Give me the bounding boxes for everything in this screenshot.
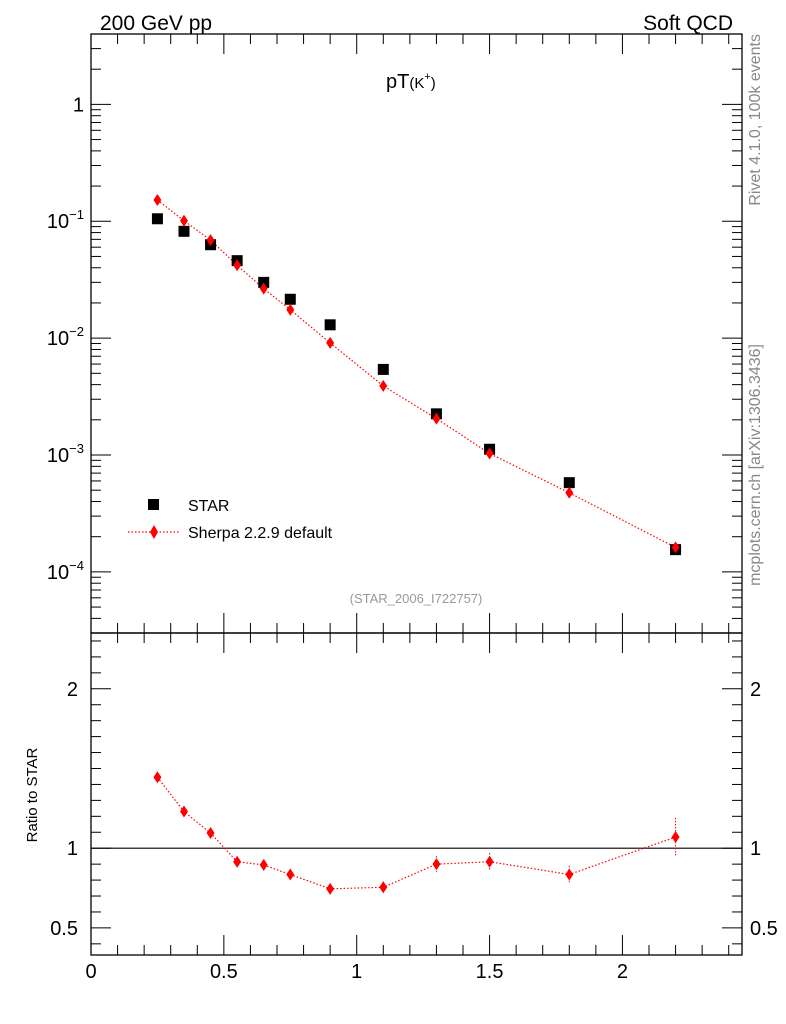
mc-line — [157, 199, 676, 548]
ratio-mc-markers — [153, 771, 680, 895]
star-point — [324, 319, 336, 331]
star-point — [151, 213, 163, 225]
main-ytick-label: 10−4 — [47, 558, 84, 584]
main-ytick-label: 1 — [73, 94, 84, 116]
ratio-ytick-label-right: 2 — [750, 679, 761, 701]
ratio-ytick-label-right: 1 — [750, 838, 761, 860]
legend-star-label: STAR — [188, 498, 229, 515]
legend-star-marker — [148, 499, 159, 510]
star-point — [258, 276, 270, 288]
mc-point — [180, 214, 188, 227]
star-point — [377, 363, 389, 375]
main-y-labels: 1 10−1 10−2 10−3 10−4 — [47, 94, 84, 584]
main-panel: 1 10−1 10−2 10−3 10−4 pT(K+) (STAR_2006_I722… — [47, 33, 743, 634]
ratio-point — [379, 881, 388, 894]
ratio-y-ticks — [91, 640, 742, 945]
star-point — [563, 477, 575, 489]
legend-mc-marker — [150, 525, 158, 539]
main-ytick-label: 10−3 — [47, 441, 84, 467]
ratio-ytick-label-right: 0.5 — [750, 918, 778, 940]
ratio-point — [180, 805, 188, 818]
ratio-y-labels: 0.5 0.5 1 1 2 2 — [50, 679, 778, 940]
main-x-ticks — [90, 34, 730, 633]
ratio-x-ticks — [90, 633, 730, 955]
mc-point — [286, 303, 295, 316]
ratio-point — [206, 827, 215, 840]
mc-point — [206, 234, 215, 247]
ratio-xtick-label: 1.5 — [476, 961, 504, 983]
ratio-point — [233, 855, 242, 868]
main-ytick-label: 10−1 — [47, 207, 84, 233]
mc-point — [432, 412, 441, 425]
ratio-ytick-label-left: 0.5 — [50, 918, 78, 940]
ratio-point — [153, 771, 162, 784]
ratio-xtick-label: 1 — [351, 961, 362, 983]
ratio-xtick-label: 2 — [617, 961, 628, 983]
legend-mc-label: Sherpa 2.2.9 default — [188, 525, 333, 542]
mc-point — [379, 379, 388, 392]
mc-point — [485, 447, 494, 460]
legend: STAR Sherpa 2.2.9 default — [128, 498, 333, 542]
plot-title: pT(K+) — [386, 71, 436, 93]
ratio-error-bars — [156, 774, 677, 893]
mc-point — [259, 282, 268, 295]
ratio-xtick-label: 0 — [85, 961, 96, 983]
main-frame — [90, 33, 743, 634]
mc-point — [326, 336, 335, 349]
ratio-point — [286, 868, 295, 881]
header-left: 200 GeV pp — [100, 12, 212, 35]
ratio-point — [432, 858, 441, 871]
ratio-point — [565, 868, 574, 881]
mc-polyline — [157, 199, 676, 548]
mc-point — [671, 541, 680, 554]
ratio-x-labels: 0 0.5 1 1.5 2 — [85, 961, 628, 983]
ratio-ytick-label-left: 1 — [67, 838, 78, 860]
main-y-ticks — [91, 33, 742, 634]
analysis-watermark: (STAR_2006_I722757) — [350, 591, 483, 606]
ratio-point — [259, 858, 268, 871]
ratio-xtick-label: 0.5 — [210, 961, 238, 983]
side-version: Rivet 4.1.0, 100k events — [747, 34, 764, 206]
mc-point — [153, 193, 162, 206]
mc-point — [233, 259, 242, 272]
mc-point — [565, 486, 574, 499]
main-ytick-label: 10−2 — [47, 324, 84, 350]
ratio-mc-line — [156, 776, 676, 890]
ratio-ylabel: Ratio to STAR — [24, 747, 41, 842]
ratio-point — [671, 831, 680, 844]
ratio-panel: 0.5 0.5 1 1 2 2 0 0.5 1 1.5 2 Ratio to STAR — [24, 632, 778, 983]
star-point — [284, 293, 296, 305]
ratio-point — [326, 882, 335, 895]
side-source: mcplots.cern.ch [arXiv:1306.3436] — [747, 344, 764, 586]
star-markers — [151, 213, 682, 556]
header-right: Soft QCD — [643, 12, 733, 35]
ratio-point — [485, 855, 494, 868]
star-point — [178, 225, 190, 237]
ratio-frame — [90, 632, 743, 956]
ratio-polyline — [156, 776, 676, 890]
mc-markers — [153, 193, 680, 554]
ratio-ytick-label-left: 2 — [67, 679, 78, 701]
